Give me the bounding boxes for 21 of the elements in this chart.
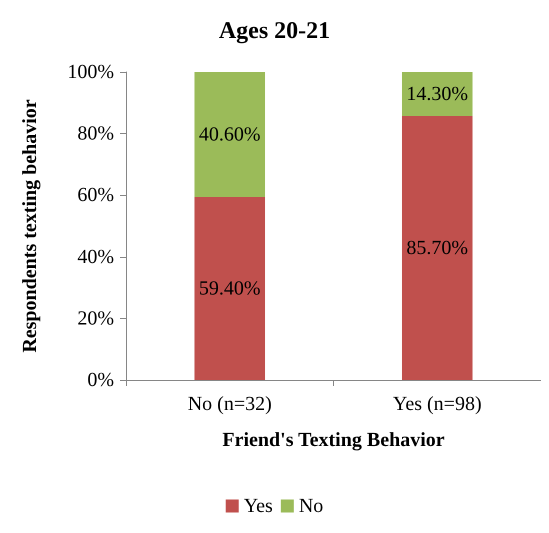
- y-tick-label: 20%: [77, 307, 114, 330]
- y-tick-label: 0%: [87, 369, 114, 391]
- y-tick-label: 60%: [77, 184, 114, 206]
- chart-title: Ages 20-21: [218, 18, 330, 44]
- legend-label: Yes: [244, 495, 274, 517]
- x-axis-title: Friend's Texting Behavior: [222, 429, 445, 451]
- data-label: 40.60%: [198, 124, 261, 146]
- x-tick-label: No (n=32): [188, 393, 272, 415]
- bar: [194, 197, 266, 380]
- bar: [402, 72, 473, 116]
- y-tick-label: 80%: [77, 122, 114, 145]
- bar: [194, 72, 266, 198]
- y-tick-label: 100%: [67, 61, 114, 83]
- y-tick-label: 40%: [77, 246, 114, 268]
- data-label: 14.30%: [406, 83, 468, 106]
- bar: [402, 116, 473, 380]
- x-tick-label: Yes (n=98): [392, 393, 482, 415]
- legend-label: No: [298, 495, 324, 517]
- y-axis-title: Respondents texting behavior: [19, 99, 41, 353]
- data-label: 59.40%: [198, 278, 261, 300]
- data-label: 85.70%: [406, 237, 468, 260]
